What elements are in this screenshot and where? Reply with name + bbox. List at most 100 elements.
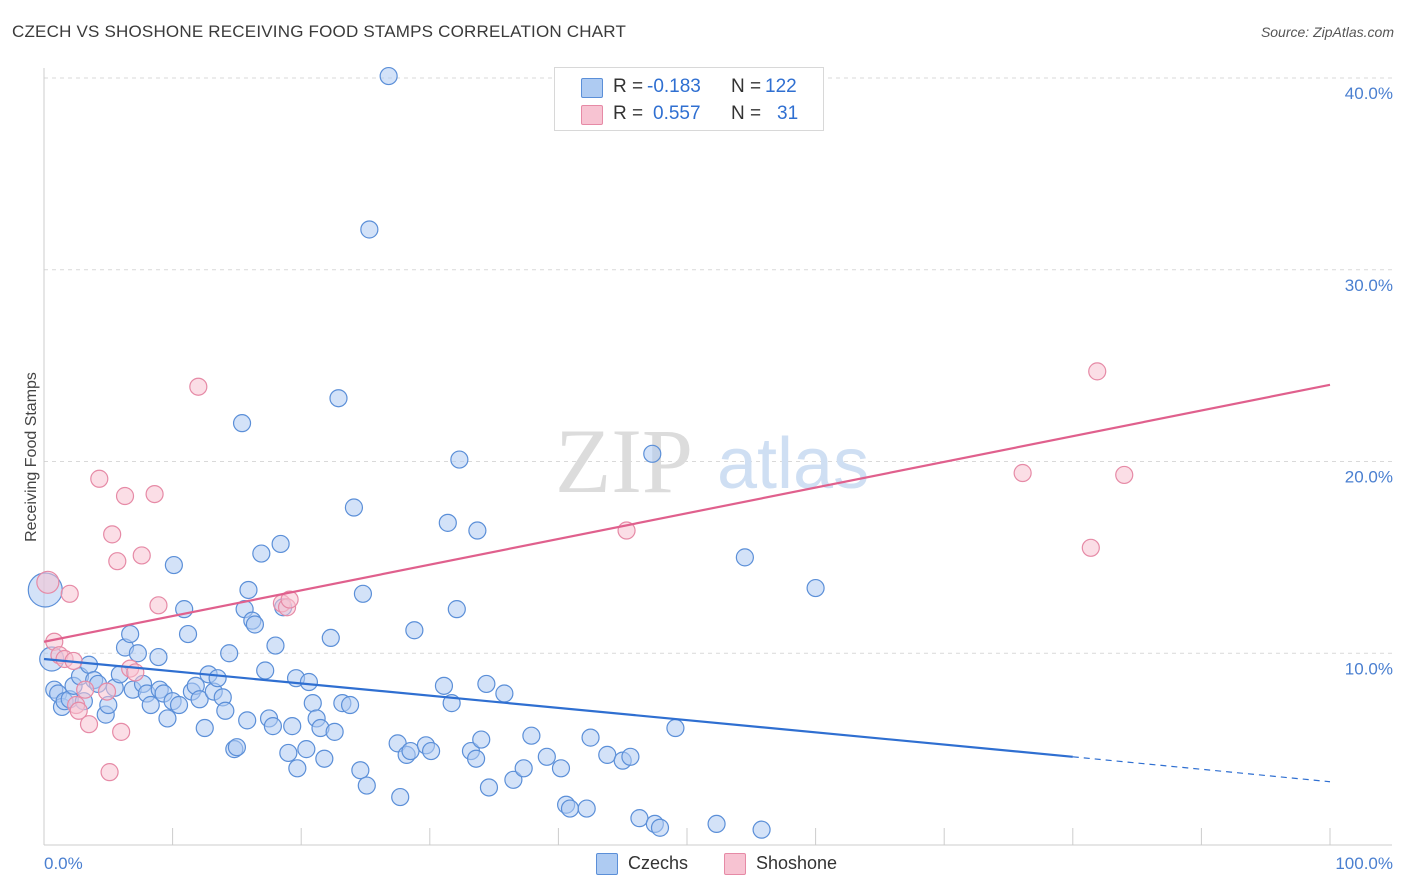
czech-point bbox=[621, 747, 640, 766]
czech-point bbox=[283, 717, 302, 736]
czech-point bbox=[434, 676, 454, 695]
czech-point bbox=[504, 770, 523, 789]
czech-point bbox=[577, 799, 596, 818]
czech-point bbox=[325, 722, 344, 741]
czech-point bbox=[514, 759, 533, 778]
czech-point bbox=[121, 624, 140, 644]
czech-point bbox=[340, 695, 360, 715]
shoshone-point bbox=[280, 590, 299, 609]
correlation-legend: R = -0.183 N = 122 R = 0.557 N = 31 bbox=[554, 67, 824, 131]
x-tick-label: 100.0% bbox=[1335, 854, 1393, 873]
czech-point bbox=[190, 690, 209, 709]
y-tick-labels: 10.0% 20.0% 30.0% 40.0% bbox=[1345, 84, 1393, 678]
czech-point bbox=[438, 513, 457, 532]
czech-point bbox=[256, 661, 275, 680]
czech-trend-line-dashed bbox=[1072, 756, 1331, 783]
czech-point bbox=[560, 799, 580, 818]
czech-point bbox=[315, 749, 334, 768]
czech-point bbox=[581, 728, 600, 747]
shoshone-point bbox=[115, 486, 135, 506]
czech-point bbox=[238, 711, 257, 730]
czech-point bbox=[220, 644, 239, 663]
shoshone-point bbox=[90, 469, 109, 488]
czech-point bbox=[479, 778, 499, 797]
y-tick-label: 30.0% bbox=[1345, 276, 1393, 295]
czech-point bbox=[351, 761, 370, 780]
chart-title: CZECH VS SHOSHONE RECEIVING FOOD STAMPS … bbox=[12, 22, 627, 41]
czech-point bbox=[227, 738, 246, 757]
czech-point bbox=[353, 584, 373, 603]
grid-lines bbox=[44, 77, 1392, 654]
czech-point bbox=[178, 624, 198, 644]
czech-point bbox=[650, 818, 670, 837]
czech-point bbox=[245, 615, 265, 634]
shoshone-point bbox=[1115, 465, 1134, 485]
czech-point bbox=[379, 66, 398, 86]
czech-point bbox=[271, 534, 290, 554]
czech-points bbox=[27, 66, 825, 839]
czech-point bbox=[477, 674, 496, 694]
shoshone-r-value: 0.557 bbox=[653, 103, 701, 124]
shoshone-point bbox=[132, 546, 151, 565]
shoshone-r-label: R = bbox=[613, 103, 644, 124]
czech-point bbox=[401, 741, 420, 761]
czech-point bbox=[707, 814, 726, 834]
czech-legend-label: Czechs bbox=[628, 853, 689, 873]
y-axis-label: Receiving Food Stamps bbox=[23, 372, 40, 542]
shoshone-point bbox=[36, 570, 60, 594]
czech-point bbox=[149, 647, 168, 667]
shoshone-swatch bbox=[581, 105, 603, 125]
czech-point bbox=[357, 776, 376, 795]
shoshone-n-label: N = bbox=[731, 103, 762, 124]
czech-point bbox=[450, 450, 469, 469]
czech-point bbox=[806, 578, 825, 598]
x-tick-labels: 0.0% 100.0% bbox=[44, 854, 1393, 873]
czech-point bbox=[329, 389, 348, 408]
czech-point bbox=[666, 718, 685, 738]
czech-point bbox=[344, 498, 364, 517]
y-tick-label: 40.0% bbox=[1345, 84, 1393, 103]
czech-point bbox=[630, 809, 649, 828]
czech-legend-swatch bbox=[596, 853, 618, 875]
czech-r-label: R = bbox=[613, 76, 644, 97]
shoshone-point bbox=[149, 596, 168, 615]
czech-point bbox=[297, 740, 316, 759]
shoshone-points bbox=[36, 362, 1134, 782]
czech-point bbox=[405, 621, 424, 640]
watermark-atlas: atlas bbox=[717, 424, 869, 504]
shoshone-legend-swatch bbox=[724, 853, 746, 875]
axes bbox=[43, 68, 1392, 846]
czech-point bbox=[279, 743, 298, 763]
czech-point bbox=[195, 718, 214, 738]
czech-point bbox=[391, 787, 410, 807]
czech-swatch bbox=[581, 78, 603, 98]
czech-point bbox=[266, 636, 285, 655]
czech-point bbox=[321, 628, 340, 648]
czech-point bbox=[598, 745, 617, 764]
czech-point bbox=[447, 600, 466, 619]
czech-point bbox=[169, 695, 189, 715]
shoshone-point bbox=[100, 763, 119, 782]
czech-r-value: -0.183 bbox=[647, 76, 701, 97]
shoshone-point bbox=[189, 377, 208, 396]
czech-point bbox=[537, 747, 556, 766]
watermark-zip: ZIP bbox=[555, 410, 693, 512]
czech-point bbox=[232, 414, 252, 433]
shoshone-point bbox=[60, 584, 79, 603]
shoshone-point bbox=[145, 484, 164, 504]
shoshone-point bbox=[112, 722, 131, 741]
czech-point bbox=[208, 669, 227, 688]
czech-point bbox=[239, 580, 258, 600]
czech-trend-line bbox=[43, 657, 1073, 758]
czech-point bbox=[421, 741, 441, 761]
czech-point bbox=[252, 544, 271, 563]
shoshone-point bbox=[103, 525, 122, 544]
x-tick-label: 0.0% bbox=[44, 854, 83, 873]
chart-source: Source: ZipAtlas.com bbox=[1260, 24, 1394, 40]
shoshone-n-value: 31 bbox=[777, 103, 799, 124]
shoshone-trend-line bbox=[43, 383, 1331, 643]
czech-point bbox=[643, 444, 662, 463]
shoshone-point bbox=[76, 680, 95, 699]
czech-point bbox=[128, 644, 147, 663]
